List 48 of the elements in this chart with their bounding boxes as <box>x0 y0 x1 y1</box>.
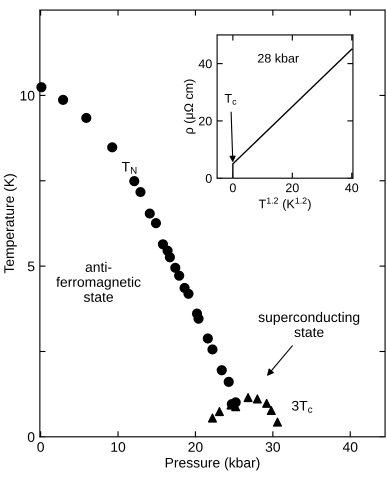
x-tick-label: 20 <box>286 183 299 192</box>
point <box>81 112 92 124</box>
x-tick-label: 0 <box>230 183 236 192</box>
annotation: 28 kbar <box>258 53 299 63</box>
annotation: anti- ferromagnetic state <box>56 262 141 302</box>
point <box>164 252 175 262</box>
annotation: T$_{c}$ <box>224 94 236 105</box>
point <box>266 406 276 416</box>
point <box>202 333 213 344</box>
point <box>36 82 46 92</box>
point <box>208 414 217 423</box>
x-tick-label: 40 <box>345 183 358 192</box>
point <box>252 394 262 404</box>
x-tick-label: 30 <box>266 442 280 452</box>
x-axis-title: T$^{1.2}$ (K$^{1.2}$) <box>258 197 311 211</box>
y-axis-title: ρ (μΩ cm) <box>184 80 196 134</box>
y-tick-label: 20 <box>198 116 212 126</box>
y-tick-label: 5 <box>28 262 34 272</box>
point <box>107 142 118 152</box>
point <box>207 344 218 355</box>
point <box>58 94 68 105</box>
y-tick-label: 0 <box>28 432 34 442</box>
point <box>144 208 155 219</box>
series-label: 3T$_{c}$ <box>292 400 312 413</box>
point <box>216 365 227 376</box>
point <box>244 393 253 402</box>
y-axis-title: Temperature (K) <box>4 174 17 274</box>
point <box>193 314 204 324</box>
point <box>214 407 224 416</box>
x-tick-label: 10 <box>111 442 126 452</box>
y-tick-label: 10 <box>20 90 34 101</box>
point <box>262 398 272 408</box>
point <box>183 288 194 299</box>
series-label: T$_{N}$ <box>122 162 136 174</box>
point <box>129 176 140 186</box>
point <box>272 418 282 427</box>
point <box>135 186 146 198</box>
point <box>174 270 184 281</box>
annotation: superconducting state <box>258 312 360 338</box>
x-tick-label: 20 <box>188 442 203 452</box>
x-tick-label: 40 <box>342 442 358 452</box>
y-tick-label: 0 <box>206 174 212 183</box>
point <box>224 376 234 387</box>
point <box>150 218 162 228</box>
x-tick-label: 0 <box>37 442 44 452</box>
y-tick-label: 40 <box>198 59 212 68</box>
point <box>170 262 180 273</box>
x-axis-title: Pressure (kbar) <box>166 457 260 470</box>
